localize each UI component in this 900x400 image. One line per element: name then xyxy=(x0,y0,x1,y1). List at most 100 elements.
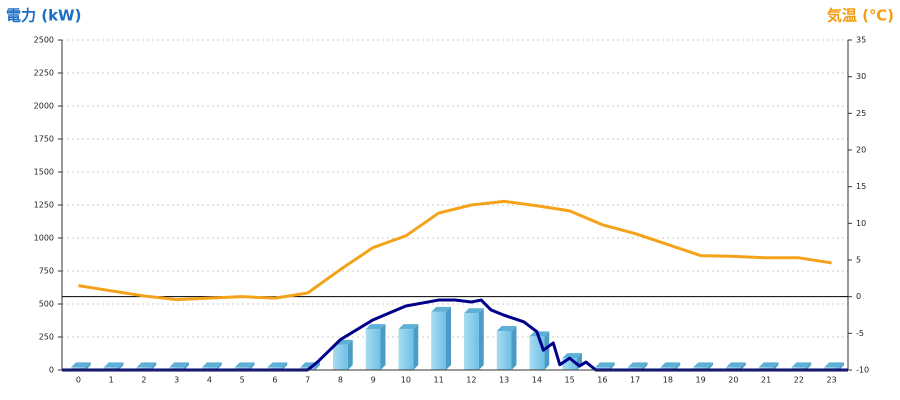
bar-top xyxy=(398,324,419,330)
bar-side xyxy=(707,362,713,370)
bar-side xyxy=(511,326,517,370)
bar-top xyxy=(496,326,517,332)
y2-tick-label: 35 xyxy=(856,36,866,45)
bar-top xyxy=(660,362,681,368)
bar-side xyxy=(478,308,484,370)
x-tick-label: 4 xyxy=(207,376,212,385)
y2-tick-label: -10 xyxy=(856,366,869,375)
bar-side xyxy=(314,362,320,370)
bar-top xyxy=(758,362,779,368)
x-tick-label: 16 xyxy=(597,376,607,385)
bar-top xyxy=(169,362,189,368)
y-tick-label: 1000 xyxy=(34,234,54,243)
line xyxy=(78,199,832,302)
bar-side xyxy=(151,362,157,370)
x-tick-label: 8 xyxy=(338,376,343,385)
bar-top xyxy=(693,362,713,368)
bar-side xyxy=(445,306,451,370)
bar-top xyxy=(234,362,255,368)
x-tick-label: 7 xyxy=(305,376,310,385)
bar-side xyxy=(806,362,812,370)
bar-top xyxy=(726,362,746,368)
x-tick-label: 15 xyxy=(565,376,575,385)
bar xyxy=(365,329,381,370)
y-tick-label: 250 xyxy=(39,333,54,342)
line xyxy=(62,298,848,372)
bar-top xyxy=(529,331,550,337)
x-tick-label: 13 xyxy=(499,376,509,385)
bar xyxy=(398,329,414,370)
right-axis-title: 気温 (℃) xyxy=(827,7,894,25)
bar xyxy=(562,358,577,370)
bar-side xyxy=(85,362,91,370)
x-tick-label: 0 xyxy=(76,376,81,385)
x-tick-label: 1 xyxy=(109,376,114,385)
bar-top xyxy=(267,362,288,368)
bar-side xyxy=(216,362,222,370)
x-tick-label: 5 xyxy=(240,376,245,385)
x-tick-label: 9 xyxy=(371,376,376,385)
bar-top xyxy=(202,362,222,368)
bar-side xyxy=(773,362,779,370)
y-tick-label: 1500 xyxy=(34,168,54,177)
y-tick-label: 2250 xyxy=(34,69,54,78)
y2-tick-label: 0 xyxy=(856,292,861,301)
left-axis-title: 電力 (kW) xyxy=(6,7,81,25)
bar xyxy=(496,331,512,370)
bar-top xyxy=(464,308,484,314)
y2-tick-label: 20 xyxy=(856,146,866,155)
bar-side xyxy=(282,362,288,370)
bar-top xyxy=(824,362,844,368)
bar-side xyxy=(544,331,550,370)
bar-side xyxy=(609,362,615,370)
x-tick-label: 6 xyxy=(272,376,277,385)
x-tick-label: 18 xyxy=(663,376,673,385)
y2-tick-label: 25 xyxy=(856,109,866,118)
x-tick-label: 2 xyxy=(141,376,146,385)
y2-tick-label: 10 xyxy=(856,219,866,228)
x-tick-label: 14 xyxy=(532,376,542,385)
x-tick-label: 10 xyxy=(401,376,411,385)
bar-side xyxy=(642,362,648,370)
y2-tick-label: 30 xyxy=(856,72,866,81)
bar-side xyxy=(183,362,189,370)
bar xyxy=(333,344,348,370)
bar xyxy=(529,336,545,370)
bar-top xyxy=(791,362,812,368)
bar-side xyxy=(675,362,681,370)
bar-top xyxy=(365,324,386,330)
x-tick-label: 17 xyxy=(630,376,640,385)
bar-top xyxy=(136,362,157,368)
bar-top xyxy=(103,362,124,368)
bar-side xyxy=(118,362,124,370)
bar-top xyxy=(431,306,451,312)
x-tick-label: 20 xyxy=(728,376,738,385)
y-tick-label: 1250 xyxy=(34,201,54,210)
bar-top xyxy=(71,362,91,368)
bar-side xyxy=(740,362,746,370)
bar-side xyxy=(347,339,353,370)
y2-tick-label: -5 xyxy=(856,329,864,338)
y-tick-label: 0 xyxy=(49,366,54,375)
x-tick-label: 11 xyxy=(434,376,444,385)
y2-tick-label: 5 xyxy=(856,256,861,265)
bar-side xyxy=(249,362,255,370)
x-tick-label: 19 xyxy=(696,376,706,385)
y2-tick-label: 15 xyxy=(856,182,866,191)
bar xyxy=(431,311,446,370)
x-tick-label: 12 xyxy=(466,376,476,385)
x-tick-label: 22 xyxy=(794,376,804,385)
bar-top xyxy=(595,362,615,368)
x-tick-label: 23 xyxy=(827,376,837,385)
y-tick-label: 500 xyxy=(39,300,54,309)
bar xyxy=(464,313,479,370)
bar-side xyxy=(413,324,419,370)
y-tick-label: 2000 xyxy=(34,102,54,111)
bar-top xyxy=(627,362,648,368)
x-tick-label: 21 xyxy=(761,376,771,385)
y-tick-label: 1750 xyxy=(34,135,54,144)
bar-top xyxy=(562,353,582,359)
x-tick-label: 3 xyxy=(174,376,179,385)
y-tick-label: 2500 xyxy=(34,36,54,45)
